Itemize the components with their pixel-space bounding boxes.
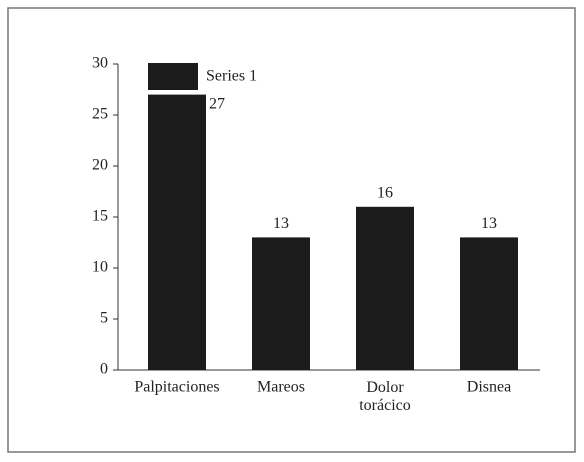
y-tick-label: 10 — [92, 259, 108, 276]
data-label: 27 — [209, 95, 225, 112]
y-tick-label: 20 — [92, 157, 108, 174]
data-label: 16 — [377, 184, 393, 201]
legend-label: Series 1 — [206, 68, 257, 85]
x-tick-label: Palpitaciones — [134, 379, 219, 396]
data-label: 13 — [273, 215, 289, 232]
x-tick-label: Mareos — [257, 379, 305, 396]
bar — [148, 94, 206, 370]
legend-swatch — [148, 63, 198, 90]
x-tick-label: Disnea — [467, 379, 511, 396]
y-tick-label: 30 — [92, 55, 108, 72]
chart-frame — [7, 7, 576, 453]
bar — [252, 237, 310, 370]
y-tick-label: 15 — [92, 208, 108, 225]
y-tick-label: 0 — [100, 361, 108, 378]
data-label: 13 — [481, 215, 497, 232]
y-tick-label: 5 — [100, 310, 108, 327]
bar — [460, 237, 518, 370]
x-tick-label: Dolor torácico — [359, 379, 411, 414]
bar — [356, 206, 414, 370]
y-tick-label: 25 — [92, 106, 108, 123]
